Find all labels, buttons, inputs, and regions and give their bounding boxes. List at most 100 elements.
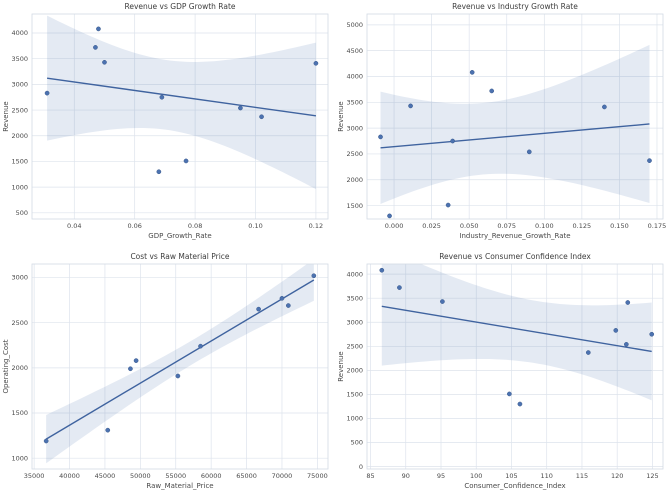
x-tick-label: 0.100	[534, 222, 553, 230]
data-point	[159, 94, 165, 100]
data-point	[238, 105, 243, 111]
data-point	[488, 88, 494, 94]
x-tick-label: 105	[505, 472, 517, 480]
x-tick-label: 0.12	[309, 222, 323, 230]
data-point	[43, 438, 49, 444]
chart-title: Revenue vs Consumer Confidence Index	[439, 252, 591, 261]
chart-background	[0, 0, 335, 250]
y-tick-label: 2000	[346, 367, 363, 375]
y-tick-label: 3000	[11, 81, 28, 89]
y-tick-label: 2500	[11, 106, 28, 114]
chart-revenue-vs-consumer-confidence: 85 90 95 100 105 110 115 120 125 0 500 1000 1500 2000…	[334, 250, 669, 500]
regression-line	[381, 305, 652, 353]
x-tick-label: 85	[366, 472, 374, 480]
data-point	[311, 273, 317, 279]
chart-cost-vs-raw-material: 35000 40000 45000 50000 55000 60000 65000 70000…	[0, 250, 335, 500]
data-point	[44, 90, 50, 96]
y-tick-label: 500	[16, 209, 28, 217]
y-tick-label: 2500	[346, 150, 363, 158]
y-tick-label: 1000	[11, 183, 28, 191]
y-tick-label: 2000	[11, 132, 28, 140]
chart-title: Cost vs Raw Material Price	[130, 252, 229, 261]
y-tick-label: 2500	[11, 319, 28, 327]
y-tick-label: 3500	[11, 55, 28, 63]
data-point	[256, 306, 261, 312]
data-point	[601, 104, 607, 110]
data-point	[526, 149, 532, 155]
confidence-band	[380, 44, 649, 204]
revenue-vs-consumer-confidence-chart: 85 90 95 100 105 110 115 120 125 0 500 1000 1500 2000…	[334, 250, 669, 500]
y-tick-label: 2000	[11, 364, 28, 372]
x-axis-label: Consumer_Confidence_Index	[464, 482, 565, 490]
plot-border	[366, 13, 663, 220]
data-point	[377, 134, 383, 140]
x-tick-label: 60000	[201, 472, 222, 480]
data-point	[439, 299, 445, 304]
data-point	[105, 427, 111, 433]
plot-border	[366, 263, 663, 470]
y-tick-label: 500	[350, 439, 362, 447]
x-axis-label: Industry_Revenue_Growth_Rate	[459, 232, 570, 240]
data-point	[175, 373, 181, 379]
data-point	[198, 343, 203, 349]
data-point	[156, 169, 162, 175]
data-point	[279, 295, 285, 301]
x-tick-label: 0.125	[572, 222, 591, 230]
y-tick-label: 4500	[346, 47, 363, 55]
chart-revenue-vs-gdp: 0.04 0.06 0.08 0.10 0.12 500 1000 1500 2000 2500 3…	[0, 0, 335, 250]
x-axis-label: Raw_Material_Price	[146, 482, 213, 490]
data-point	[259, 114, 264, 120]
y-axis-label: Operating_Cost	[2, 339, 10, 393]
plot-border	[31, 263, 329, 470]
data-point	[624, 300, 630, 305]
y-tick-label: 1500	[11, 409, 28, 417]
chart-title: Revenue vs Industry Growth Rate	[452, 2, 578, 11]
y-tick-label: 3000	[346, 318, 363, 326]
y-tick-label: 1500	[11, 158, 28, 166]
revenue-vs-gdp-chart: 0.04 0.06 0.08 0.10 0.12 500 1000 1500 2000 2500 3…	[0, 0, 335, 250]
data-point	[386, 213, 392, 219]
y-tick-label: 3000	[346, 124, 363, 132]
data-point	[506, 391, 512, 397]
data-point	[407, 103, 413, 109]
cost-vs-raw-material-chart: 35000 40000 45000 50000 55000 60000 65000 70000…	[0, 250, 335, 500]
x-axis-label: GDP_Growth_Rate	[148, 232, 211, 240]
x-tick-label: 0.06	[127, 222, 141, 230]
data-point	[469, 70, 475, 75]
y-tick-label: 1000	[346, 415, 363, 423]
data-point	[623, 342, 629, 347]
y-tick-label: 3500	[346, 98, 363, 106]
regression-line	[47, 77, 317, 117]
x-tick-label: 40000	[59, 472, 80, 480]
x-tick-label: 90	[401, 472, 409, 480]
confidence-band	[47, 15, 316, 190]
x-tick-label: 55000	[165, 472, 186, 480]
data-point	[96, 26, 101, 32]
x-tick-label: 70000	[272, 472, 293, 480]
y-axis-label: Revenue	[2, 101, 10, 132]
x-tick-label: 0.175	[647, 222, 666, 230]
x-tick-label: 0.10	[248, 222, 262, 230]
data-point	[646, 158, 652, 163]
y-tick-label: 3000	[11, 274, 28, 282]
data-point	[585, 350, 591, 355]
data-point	[133, 358, 139, 363]
data-point	[128, 366, 133, 372]
y-tick-label: 5000	[346, 21, 363, 29]
x-tick-label: 0.150	[610, 222, 629, 230]
y-tick-label: 2000	[346, 176, 363, 184]
x-tick-label: 50000	[130, 472, 151, 480]
chart-background	[334, 250, 669, 500]
plot-border	[31, 13, 329, 220]
y-tick-label: 4000	[346, 270, 363, 278]
data-point	[612, 328, 618, 333]
data-point	[285, 303, 291, 308]
regression-line	[379, 123, 650, 149]
y-axis-label: Revenue	[337, 351, 345, 382]
x-tick-label: 125	[646, 472, 658, 480]
regression-line	[45, 279, 315, 440]
y-tick-label: 4000	[346, 73, 363, 81]
data-point	[648, 331, 654, 337]
y-tick-label: 1000	[11, 454, 28, 462]
